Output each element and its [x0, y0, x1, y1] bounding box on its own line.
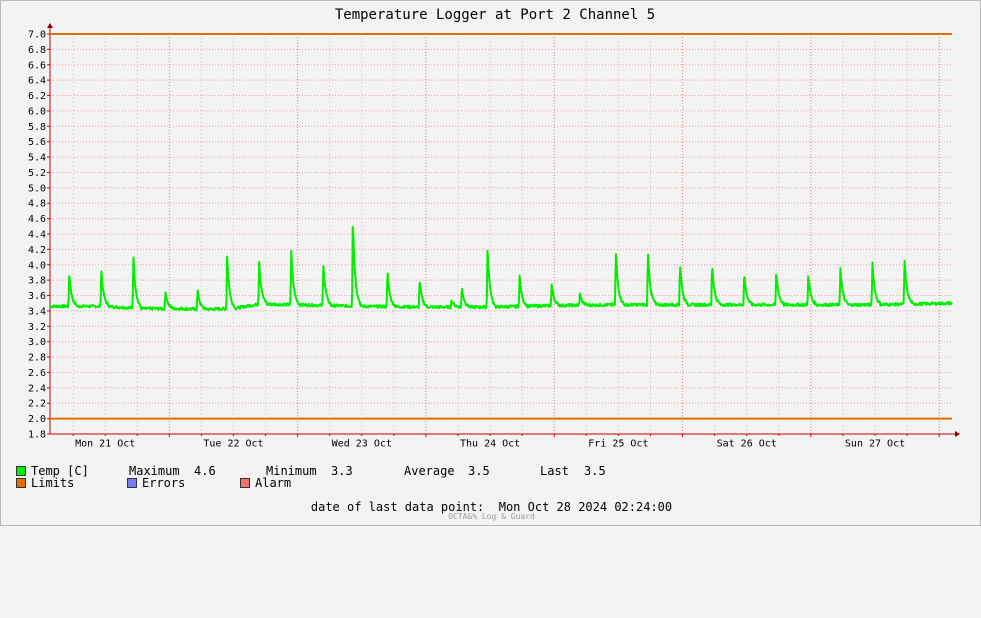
y-tick-label: 3.4 — [28, 306, 46, 317]
x-tick-label: Fri 25 Oct — [588, 439, 648, 450]
x-tick-label: Tue 22 Oct — [203, 439, 263, 450]
legend-row-stats: Temp [C] Maximum 4.6 Minimum 3.3 Average… — [16, 464, 716, 478]
legend-last-value: 3.5 — [584, 464, 606, 478]
series-temp — [49, 225, 953, 312]
legend-temp-label: Temp [C] — [31, 464, 89, 478]
chart-title: Temperature Logger at Port 2 Channel 5 — [335, 7, 655, 23]
x-tick-label: Thu 24 Oct — [460, 439, 520, 450]
legend-errors-swatch — [127, 478, 137, 488]
y-tick-label: 3.6 — [28, 291, 46, 302]
grid — [47, 33, 952, 437]
x-tick-label: Sat 26 Oct — [717, 439, 777, 450]
y-tick-label: 5.0 — [28, 183, 46, 194]
y-tick-label: 7.0 — [28, 30, 46, 41]
y-tick-label: 6.8 — [28, 45, 46, 56]
y-tick-label: 6.2 — [28, 91, 46, 102]
y-tick-label: 3.2 — [28, 322, 46, 333]
y-tick-label: 3.8 — [28, 276, 46, 287]
legend-errors-label: Errors — [142, 476, 186, 490]
y-tick-label: 2.4 — [28, 383, 46, 394]
legend-alarm: Alarm — [240, 476, 291, 490]
y-tick-label: 5.8 — [28, 122, 46, 133]
chart-panel: Temperature Logger at Port 2 Channel 5 7… — [0, 0, 981, 526]
legend-alarm-label: Alarm — [255, 476, 292, 490]
series-line-temp — [49, 225, 953, 312]
y-tick-label: 6.6 — [28, 60, 46, 71]
y-tick-label: 1.8 — [28, 430, 46, 441]
legend-max-label: Maximum — [129, 464, 180, 478]
legend-limits-label: Limits — [31, 476, 75, 490]
x-tick-label: Mon 21 Oct — [75, 439, 135, 450]
y-tick-label: 5.2 — [28, 168, 46, 179]
y-tick-label: 3.0 — [28, 337, 46, 348]
y-tick-label: 5.4 — [28, 153, 46, 164]
legend-errors: Errors — [127, 476, 185, 490]
axes — [47, 23, 960, 437]
legend-max-value: 4.6 — [194, 464, 216, 478]
x-axis-arrow — [955, 431, 960, 437]
y-tick-label: 4.4 — [28, 230, 46, 241]
y-tick-label: 6.0 — [28, 106, 46, 117]
y-tick-label: 2.8 — [28, 353, 46, 364]
legend-temp: Temp [C] — [16, 464, 89, 478]
y-tick-label: 4.0 — [28, 260, 46, 271]
legend-temp-swatch — [16, 466, 26, 476]
legend-limits-swatch — [16, 478, 26, 488]
last-data-point: date of last data point: Mon Oct 28 2024… — [1, 500, 981, 514]
limit-lines — [50, 33, 952, 420]
credit: OCTA&% Log & Guard — [448, 512, 535, 521]
legend-min-value: 3.3 — [331, 464, 353, 478]
y-tick-label: 4.6 — [28, 214, 46, 225]
legend-avg-label: Average — [404, 464, 455, 478]
legend-row-markers: Limits Errors Alarm — [16, 476, 416, 490]
legend-min-label: Minimum — [266, 464, 317, 478]
y-tick-label: 2.2 — [28, 399, 46, 410]
legend-avg-value: 3.5 — [468, 464, 490, 478]
y-tick-label: 4.8 — [28, 199, 46, 210]
y-tick-label: 5.6 — [28, 137, 46, 148]
y-tick-label: 6.4 — [28, 76, 46, 87]
legend-last-label: Last — [540, 464, 569, 478]
last-data-point-label: date of last data point: — [310, 500, 485, 514]
y-tick-labels: 7.0 6.8 6.6 6.4 6.2 6.0 5.8 5.6 5.4 5.2 5.0 4.8 4.6 4… — [28, 30, 46, 441]
y-tick-label: 2.0 — [28, 414, 46, 425]
y-axis-arrow — [47, 23, 53, 28]
y-tick-label: 2.6 — [28, 368, 46, 379]
x-tick-label: Sun 27 Oct — [845, 439, 905, 450]
x-tick-labels: Mon 21 Oct Tue 22 Oct Wed 23 Oct Thu 24 Oct… — [75, 439, 905, 450]
legend-limits: Limits — [16, 476, 74, 490]
temperature-chart: Temperature Logger at Port 2 Channel 5 7… — [28, 7, 960, 450]
legend-alarm-swatch — [240, 478, 250, 488]
last-data-point-value: Mon Oct 28 2024 02:24:00 — [498, 500, 673, 514]
y-tick-label: 4.2 — [28, 245, 46, 256]
x-tick-label: Wed 23 Oct — [332, 439, 392, 450]
